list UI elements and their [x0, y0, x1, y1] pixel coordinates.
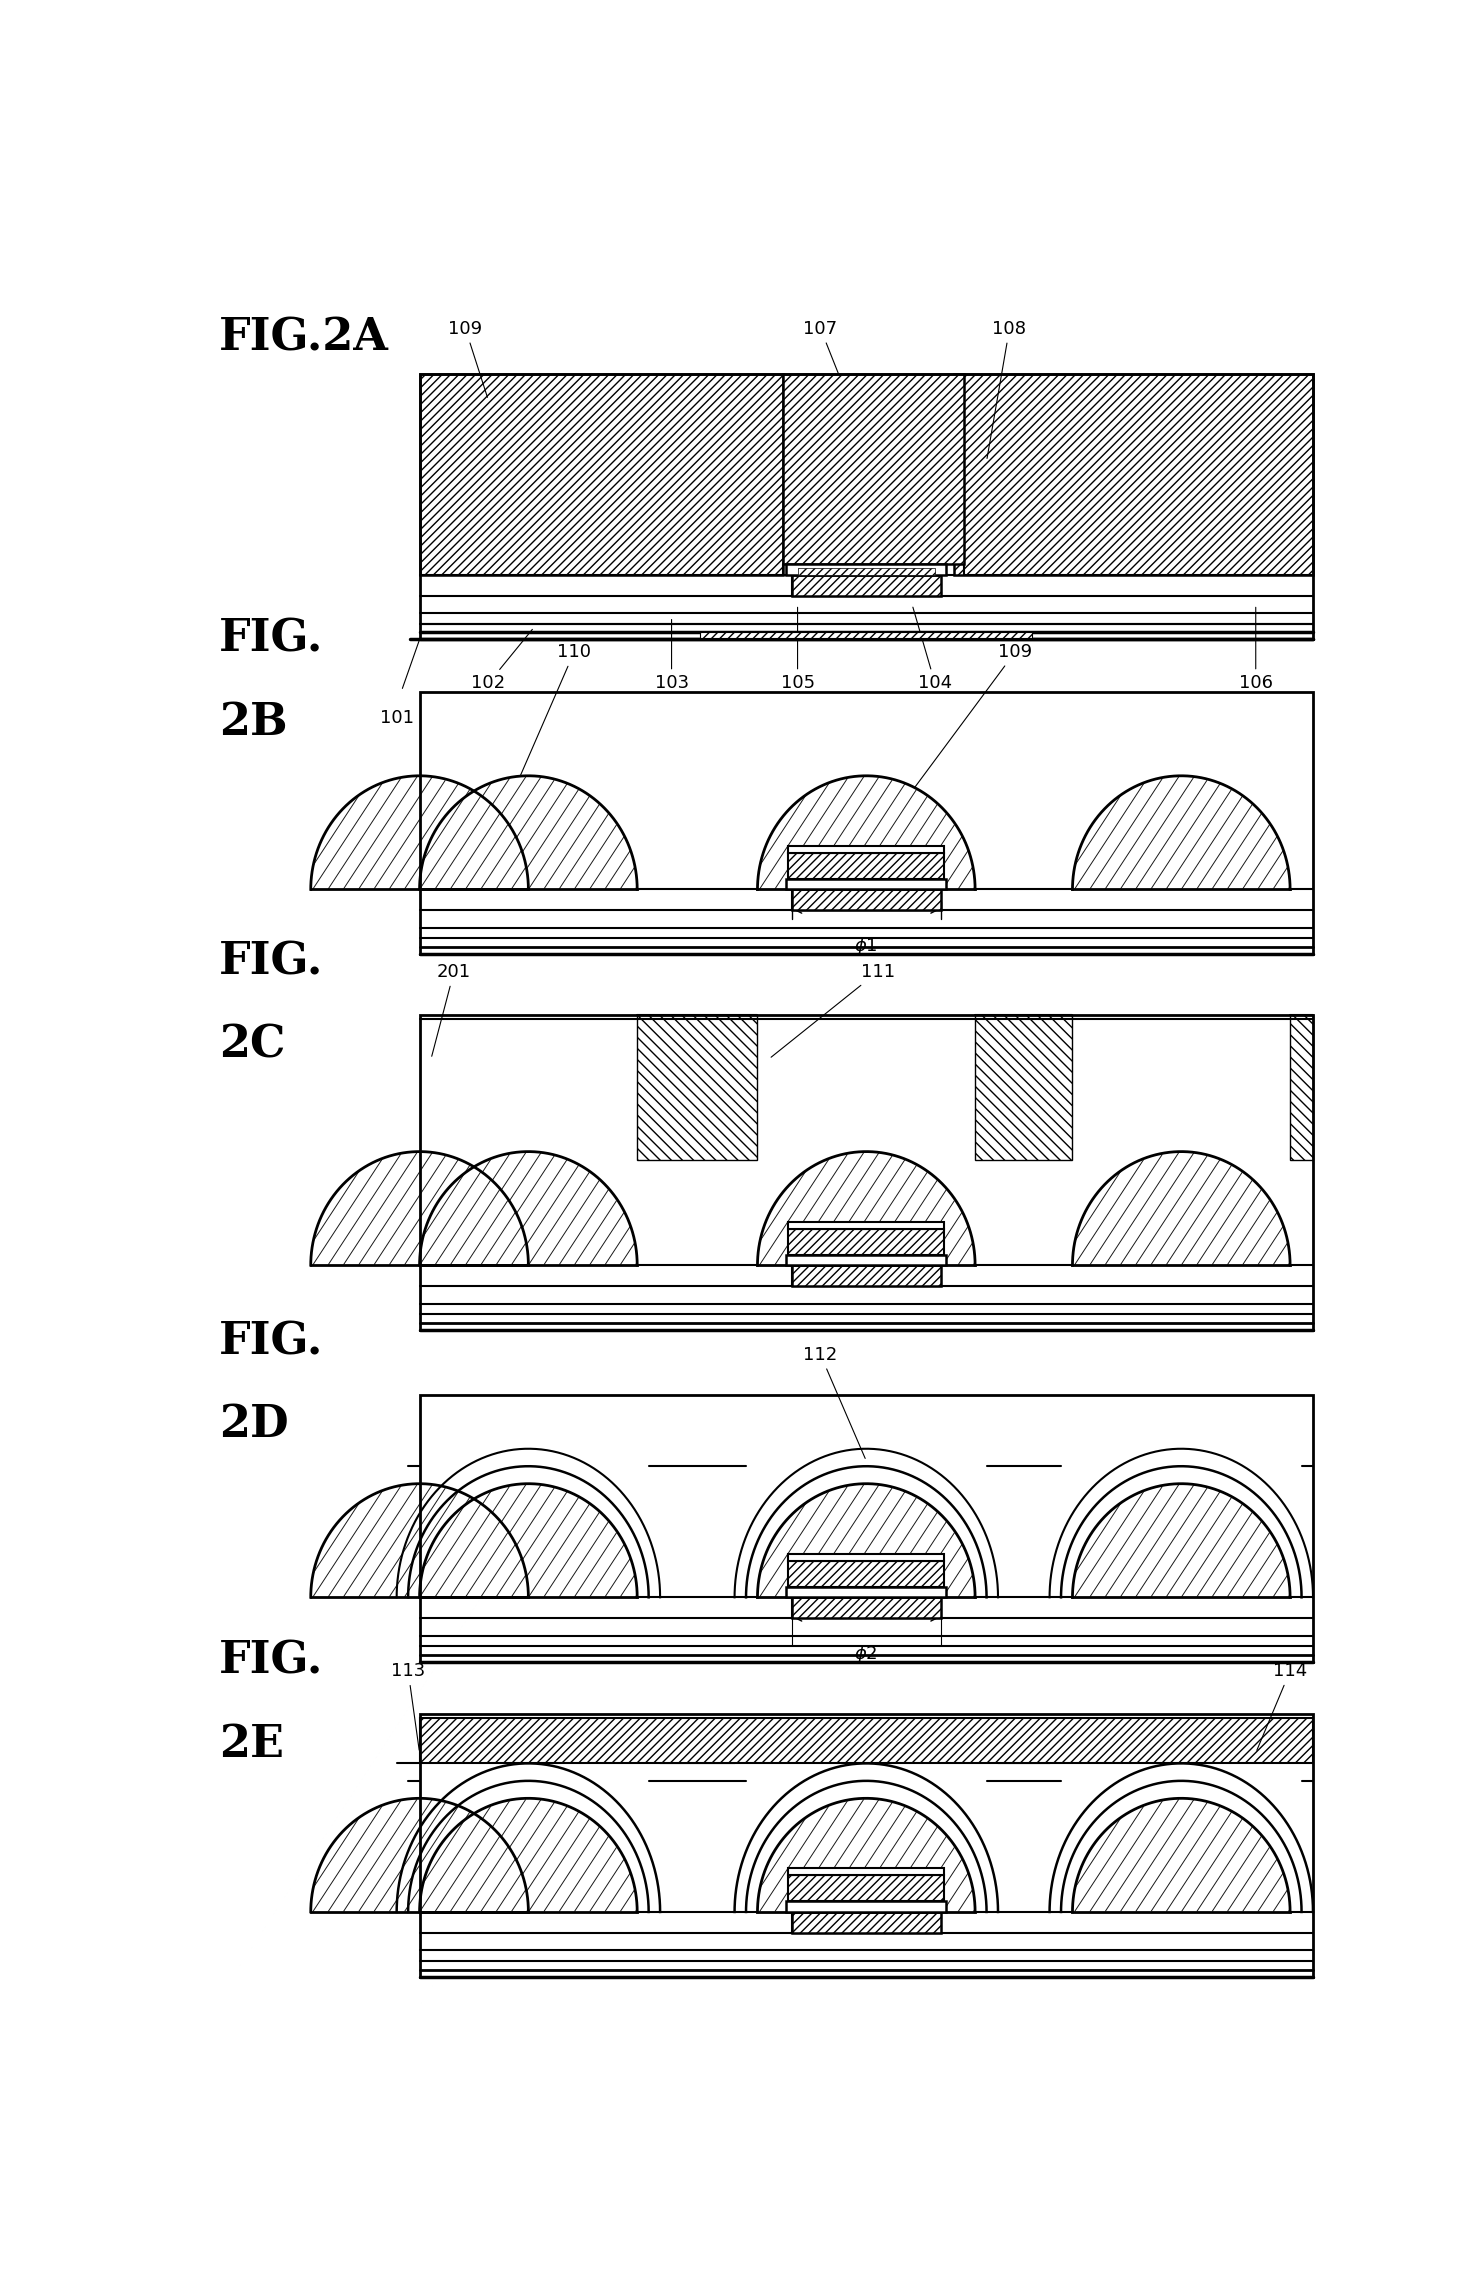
Bar — [786, 1587, 946, 1598]
Polygon shape — [758, 1151, 975, 1264]
Text: 106: 106 — [1239, 608, 1273, 692]
Text: FIG.: FIG. — [219, 1321, 324, 1362]
Text: $\phi 2$: $\phi 2$ — [854, 1643, 878, 1664]
Text: 103: 103 — [655, 620, 689, 692]
Text: FIG.: FIG. — [219, 617, 324, 661]
Bar — [788, 1228, 944, 1255]
Bar — [1290, 1015, 1312, 1160]
Bar — [788, 847, 944, 854]
Bar — [420, 692, 1312, 953]
Polygon shape — [310, 776, 529, 890]
Bar — [788, 1221, 944, 1228]
Polygon shape — [420, 1151, 637, 1264]
Polygon shape — [1073, 1485, 1290, 1598]
Text: 104: 104 — [913, 606, 952, 692]
Bar — [420, 375, 1312, 640]
Text: 2B: 2B — [219, 701, 288, 745]
Bar — [420, 1714, 1312, 1977]
Bar — [786, 565, 946, 574]
Bar — [798, 568, 936, 574]
Polygon shape — [420, 1485, 637, 1598]
Text: 102: 102 — [471, 629, 532, 692]
Text: 105: 105 — [780, 608, 814, 692]
Text: 2C: 2C — [219, 1024, 285, 1067]
Text: 101: 101 — [380, 708, 414, 726]
Text: 2D: 2D — [219, 1403, 288, 1446]
Polygon shape — [1073, 776, 1290, 890]
Polygon shape — [758, 1485, 975, 1598]
Text: FIG.: FIG. — [219, 1639, 324, 1682]
Bar — [637, 1015, 758, 1160]
Bar — [792, 890, 941, 910]
Text: 112: 112 — [804, 1346, 865, 1457]
Bar — [420, 1015, 1312, 1330]
Text: 113: 113 — [392, 1662, 426, 1750]
Polygon shape — [1073, 1151, 1290, 1264]
Bar — [792, 574, 941, 595]
Text: $\phi 1$: $\phi 1$ — [854, 935, 878, 958]
Bar — [420, 1718, 1312, 1764]
Polygon shape — [310, 1485, 529, 1598]
Polygon shape — [310, 1151, 529, 1264]
Bar — [792, 1264, 941, 1287]
Bar — [788, 1875, 944, 1902]
Text: 114: 114 — [1256, 1662, 1307, 1750]
Polygon shape — [1073, 1798, 1290, 1911]
Bar — [975, 1015, 1073, 1160]
Polygon shape — [420, 1798, 637, 1911]
Text: 109: 109 — [448, 320, 488, 397]
Bar — [786, 1255, 946, 1264]
Polygon shape — [420, 776, 637, 890]
Bar — [788, 1559, 944, 1587]
Bar — [783, 375, 964, 565]
Bar — [420, 375, 783, 574]
Text: 110: 110 — [507, 642, 591, 808]
Polygon shape — [758, 776, 975, 890]
Bar — [786, 878, 946, 890]
Text: FIG.2A: FIG.2A — [219, 316, 389, 359]
Bar — [792, 1598, 941, 1619]
Bar — [701, 633, 1033, 638]
Bar — [420, 1394, 1312, 1662]
Text: 111: 111 — [772, 962, 894, 1058]
Bar — [788, 854, 944, 878]
Text: 108: 108 — [987, 320, 1027, 459]
Bar — [955, 375, 1312, 574]
Bar — [788, 1868, 944, 1875]
Bar — [792, 1911, 941, 1934]
Text: 2E: 2E — [219, 1723, 284, 1766]
Text: 107: 107 — [804, 320, 865, 440]
Polygon shape — [310, 1798, 529, 1911]
Bar — [735, 633, 998, 640]
Text: 201: 201 — [432, 962, 471, 1056]
Bar — [786, 1902, 946, 1911]
Text: 109: 109 — [868, 642, 1032, 851]
Bar — [788, 1553, 944, 1559]
Text: FIG.: FIG. — [219, 940, 324, 983]
Polygon shape — [758, 1798, 975, 1911]
